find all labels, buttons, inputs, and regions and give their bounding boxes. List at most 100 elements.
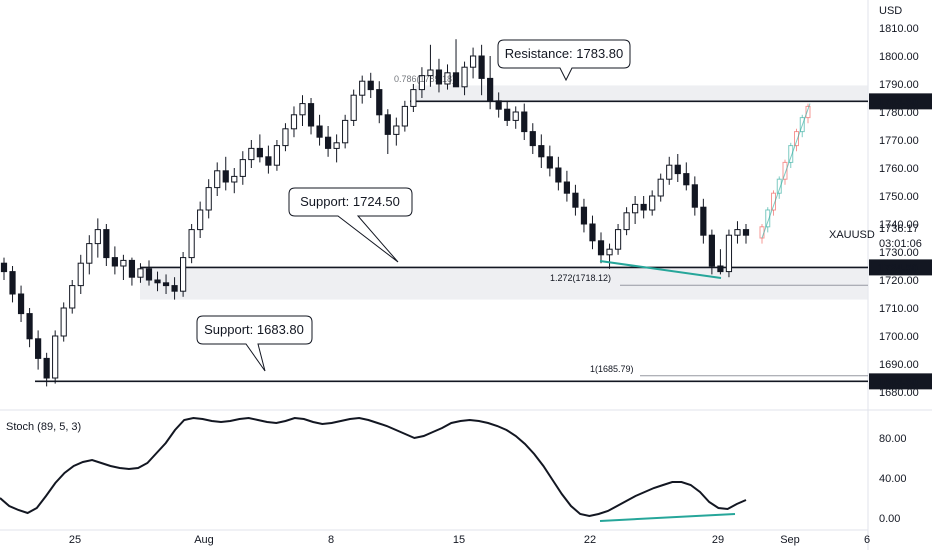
candle-up [614,229,622,250]
candle-down [35,338,42,359]
candle-down [555,167,562,183]
projection-candle [788,145,794,163]
time-tick-label: Aug [194,534,214,546]
support-1724-callout: Support: 1724.50 [288,187,413,263]
candle-down [683,173,690,186]
levels-layer [35,100,868,383]
candle-up [52,335,59,379]
candle-up [632,203,639,214]
candle-down [589,223,596,242]
candle-down [495,100,502,110]
price-tick-label: 1810.00 [879,23,919,35]
price-tick-label: 1730.00 [879,247,919,259]
resistance-callout-label: Resistance: 1783.80 [505,46,624,61]
stoch-divergence-line [599,513,736,522]
time-tick-label: 6 [864,534,870,546]
symbol-label: XAUUSD [829,229,875,241]
time-axis: 25 Aug 8 15 22 29 Sep 6 [69,534,870,546]
support-1683-callout: Support: 1683.80 [196,315,313,372]
price-tick-label: 1740.00 [879,219,919,231]
projection-candle [759,226,765,239]
support-1683-callout-label: Support: 1683.80 [204,322,304,337]
level-tag-label: 1724.50 [878,262,918,274]
candle-down [742,229,750,236]
stoch-tick-label: 40.00 [879,473,907,485]
candle-down [376,89,383,116]
candle-up [666,164,673,180]
price-tick-label: 1720.00 [879,275,919,287]
candle-down [597,240,605,256]
projection-candle [782,161,788,180]
candle-down [17,293,25,315]
stoch-tick-label: 80.00 [879,433,907,445]
projection-layer [759,103,811,244]
candle-down [546,156,553,169]
candle-up [188,229,195,259]
candle-up [734,229,741,236]
zones-layer [140,85,868,300]
price-tick-label: 1690.00 [879,359,919,371]
price-tick-label: 1750.00 [879,191,919,203]
stoch-line [0,416,747,518]
stoch-tick-label: 0.00 [879,513,900,525]
candle-down [529,131,536,147]
candle-up [86,243,93,264]
candle-down [504,108,511,121]
time-tick-label: 25 [69,534,81,546]
candle-down [640,203,647,211]
candle-down [128,259,136,278]
fib-label-1272: 1.272(1718.12) [550,273,611,283]
candle-up [359,80,366,96]
candle-up [427,69,434,77]
time-tick-label: Sep [780,534,800,546]
candle-up [469,55,477,68]
candle-down [307,103,315,127]
candle-down [538,145,545,158]
candle-down [111,257,118,267]
candle-down [26,313,33,340]
level-tag [869,259,932,276]
candle-up [239,159,246,177]
price-axis: 1810.00 1800.00 1790.00 1780.00 1770.00 1760.… [879,23,919,399]
currency-label: USD [879,5,902,17]
candle-down [43,357,50,379]
price-divergence-line [599,260,722,279]
candle-up [461,66,468,88]
candle-up [180,257,187,292]
candle-down [674,164,681,175]
level-tags: 1783.80 1724.50 1683.80 [869,93,932,390]
candle-down [162,282,170,287]
projection-path [761,103,811,239]
candle-up [77,262,84,287]
candle-down [9,271,16,295]
candles-layer [0,39,750,387]
time-tick-label: 29 [712,534,724,546]
price-tick-label: 1760.00 [879,163,919,175]
candle-up [606,248,613,256]
time-tick-label: 22 [584,534,596,546]
candle-down [154,279,161,284]
candle-up [623,212,630,231]
candle-down [691,184,698,208]
candle-down [435,69,443,85]
candle-up [418,75,426,91]
zone-rect [415,85,868,102]
candle-down [256,147,263,158]
fib-layer [620,284,868,377]
price-tick-label: 1680.00 [879,387,919,399]
level-tag-label: 1683.80 [878,376,918,388]
candle-up [231,175,238,183]
price-tick-label: 1790.00 [879,79,919,91]
price-tick-label: 1780.00 [879,107,919,119]
candle-up [410,89,417,107]
candle-down [103,229,110,259]
projection-candle [776,178,782,194]
candle-up [649,195,656,211]
candle-up [333,142,340,149]
candle-down [324,136,332,149]
level-tag [869,373,932,390]
candle-down [367,80,374,91]
stoch-axis: 80.00 40.00 0.00 [879,433,907,525]
time-tick-label: 8 [328,534,334,546]
